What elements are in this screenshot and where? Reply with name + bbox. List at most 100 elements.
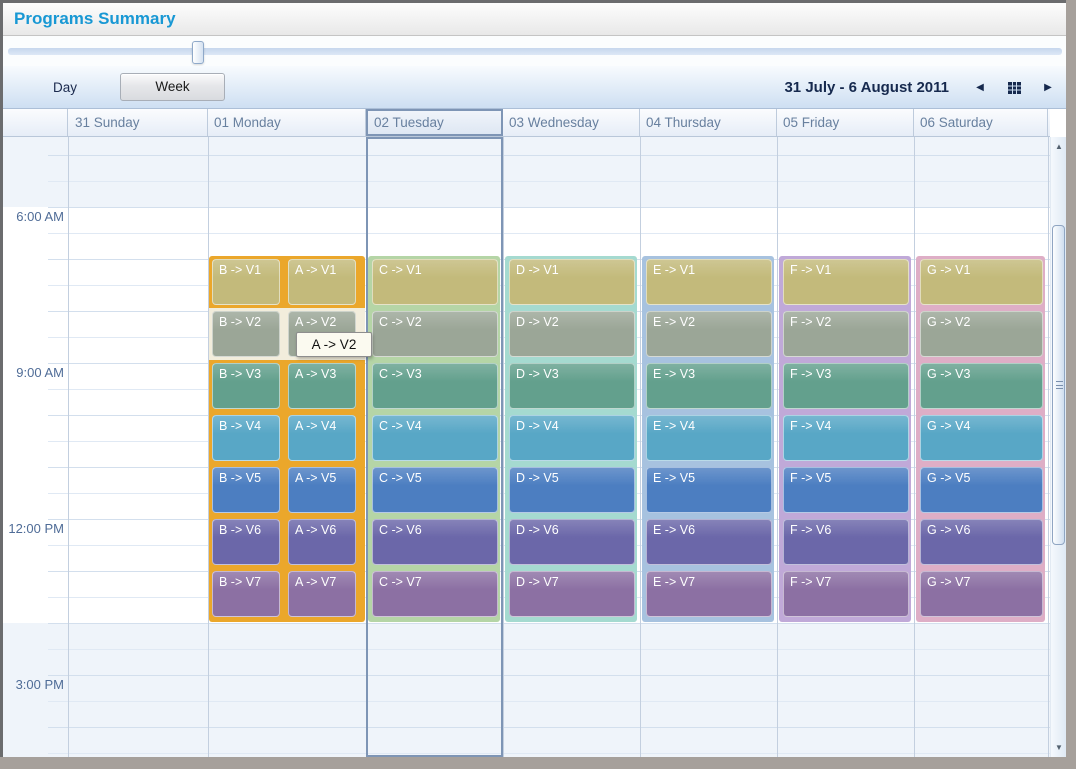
event[interactable]: E -> V2 — [646, 311, 772, 357]
grid-row-line — [68, 233, 1050, 234]
page-title: Programs Summary — [14, 9, 176, 28]
event[interactable]: E -> V5 — [646, 467, 772, 513]
day-header-friday[interactable]: 05 Friday — [777, 109, 914, 136]
scheduler-grid[interactable]: B -> V1 B -> V2 B -> V3 B -> V4 B -> V5 B -> … — [0, 137, 1050, 757]
event[interactable]: F -> V6 — [783, 519, 909, 565]
grid-column-line — [68, 137, 69, 757]
event[interactable]: G -> V1 — [920, 259, 1043, 305]
time-gutter-tick — [48, 701, 68, 702]
event[interactable]: E -> V3 — [646, 363, 772, 409]
time-gutter-tick — [48, 337, 68, 338]
event[interactable]: F -> V1 — [783, 259, 909, 305]
event[interactable]: E -> V6 — [646, 519, 772, 565]
grid-column-line — [503, 137, 504, 757]
window-frame-top — [0, 0, 1076, 3]
event[interactable]: G -> V7 — [920, 571, 1043, 617]
event[interactable]: D -> V2 — [509, 311, 635, 357]
event[interactable]: C -> V4 — [372, 415, 498, 461]
grid-row-line — [68, 649, 1050, 650]
time-gutter-tick — [48, 285, 68, 286]
day-header-sunday[interactable]: 31 Sunday — [69, 109, 208, 136]
grid-row-line — [68, 675, 1050, 676]
day-view-button[interactable]: Day — [52, 80, 77, 95]
event[interactable]: A -> V5 — [288, 467, 356, 513]
event[interactable]: C -> V1 — [372, 259, 498, 305]
time-gutter-tick — [48, 259, 68, 260]
vertical-scrollbar[interactable]: ▲ ▼ — [1050, 137, 1066, 757]
event[interactable]: D -> V6 — [509, 519, 635, 565]
next-week-icon[interactable]: ▶ — [1044, 82, 1052, 93]
event[interactable]: F -> V4 — [783, 415, 909, 461]
time-gutter-tick — [48, 389, 68, 390]
event[interactable]: B -> V2 — [212, 311, 280, 357]
scroll-down-icon[interactable]: ▼ — [1055, 743, 1063, 752]
grid-column-line — [208, 137, 209, 757]
event[interactable]: D -> V7 — [509, 571, 635, 617]
time-gutter-tick — [48, 675, 68, 676]
event[interactable]: D -> V3 — [509, 363, 635, 409]
event[interactable]: B -> V4 — [212, 415, 280, 461]
time-gutter-tick — [48, 753, 68, 754]
event[interactable]: F -> V7 — [783, 571, 909, 617]
day-header-tuesday[interactable]: 02 Tuesday — [366, 109, 503, 136]
event[interactable]: B -> V1 — [212, 259, 280, 305]
day-header-monday[interactable]: 01 Monday — [208, 109, 366, 136]
event[interactable]: G -> V5 — [920, 467, 1043, 513]
event[interactable]: D -> V5 — [509, 467, 635, 513]
event[interactable]: D -> V1 — [509, 259, 635, 305]
event[interactable]: B -> V3 — [212, 363, 280, 409]
day-header-saturday[interactable]: 06 Saturday — [914, 109, 1048, 136]
event[interactable]: F -> V3 — [783, 363, 909, 409]
header-corner — [0, 109, 68, 136]
event[interactable]: A -> V6 — [288, 519, 356, 565]
time-gutter-tick — [48, 623, 68, 624]
event[interactable]: G -> V3 — [920, 363, 1043, 409]
window-frame-right — [1066, 0, 1076, 769]
event[interactable]: E -> V4 — [646, 415, 772, 461]
event[interactable]: E -> V7 — [646, 571, 772, 617]
time-gutter-tick — [48, 597, 68, 598]
event[interactable]: C -> V5 — [372, 467, 498, 513]
event[interactable]: C -> V2 — [372, 311, 498, 357]
event[interactable]: F -> V5 — [783, 467, 909, 513]
event[interactable]: E -> V1 — [646, 259, 772, 305]
time-gutter-tick — [48, 649, 68, 650]
previous-week-icon[interactable]: ◀ — [976, 82, 984, 93]
date-navigation: 31 July - 6 August 2011 ◀ ▶ — [784, 66, 1055, 109]
grid-row-line — [68, 155, 1050, 156]
day-header-thursday[interactable]: 04 Thursday — [640, 109, 777, 136]
time-gutter-tick — [48, 207, 68, 208]
calendar-icon[interactable] — [1007, 81, 1021, 94]
horizontal-scrollbar-track[interactable] — [8, 48, 1062, 55]
event[interactable]: A -> V4 — [288, 415, 356, 461]
event[interactable]: F -> V2 — [783, 311, 909, 357]
grid-row-line — [68, 623, 1050, 624]
event[interactable]: B -> V6 — [212, 519, 280, 565]
event[interactable]: B -> V7 — [212, 571, 280, 617]
time-gutter-tick — [48, 467, 68, 468]
horizontal-scrollbar-thumb[interactable] — [192, 41, 204, 64]
event[interactable]: C -> V7 — [372, 571, 498, 617]
window-frame-bottom — [0, 757, 1076, 769]
event[interactable]: D -> V4 — [509, 415, 635, 461]
time-gutter-tick — [48, 233, 68, 234]
time-gutter-tick — [48, 493, 68, 494]
time-gutter-tick — [48, 415, 68, 416]
event[interactable]: C -> V3 — [372, 363, 498, 409]
horizontal-scrollbar — [3, 36, 1066, 66]
grid-column-line — [914, 137, 915, 757]
scroll-up-icon[interactable]: ▲ — [1055, 142, 1063, 151]
time-gutter-tick — [48, 545, 68, 546]
event[interactable]: A -> V1 — [288, 259, 356, 305]
event[interactable]: G -> V6 — [920, 519, 1043, 565]
event[interactable]: B -> V5 — [212, 467, 280, 513]
event[interactable]: A -> V3 — [288, 363, 356, 409]
day-header-wednesday[interactable]: 03 Wednesday — [503, 109, 640, 136]
grid-row-line — [68, 701, 1050, 702]
event[interactable]: C -> V6 — [372, 519, 498, 565]
event[interactable]: G -> V4 — [920, 415, 1043, 461]
event[interactable]: A -> V7 — [288, 571, 356, 617]
week-view-button[interactable]: Week — [120, 73, 225, 101]
event[interactable]: G -> V2 — [920, 311, 1043, 357]
vertical-scrollbar-thumb[interactable] — [1052, 225, 1065, 545]
